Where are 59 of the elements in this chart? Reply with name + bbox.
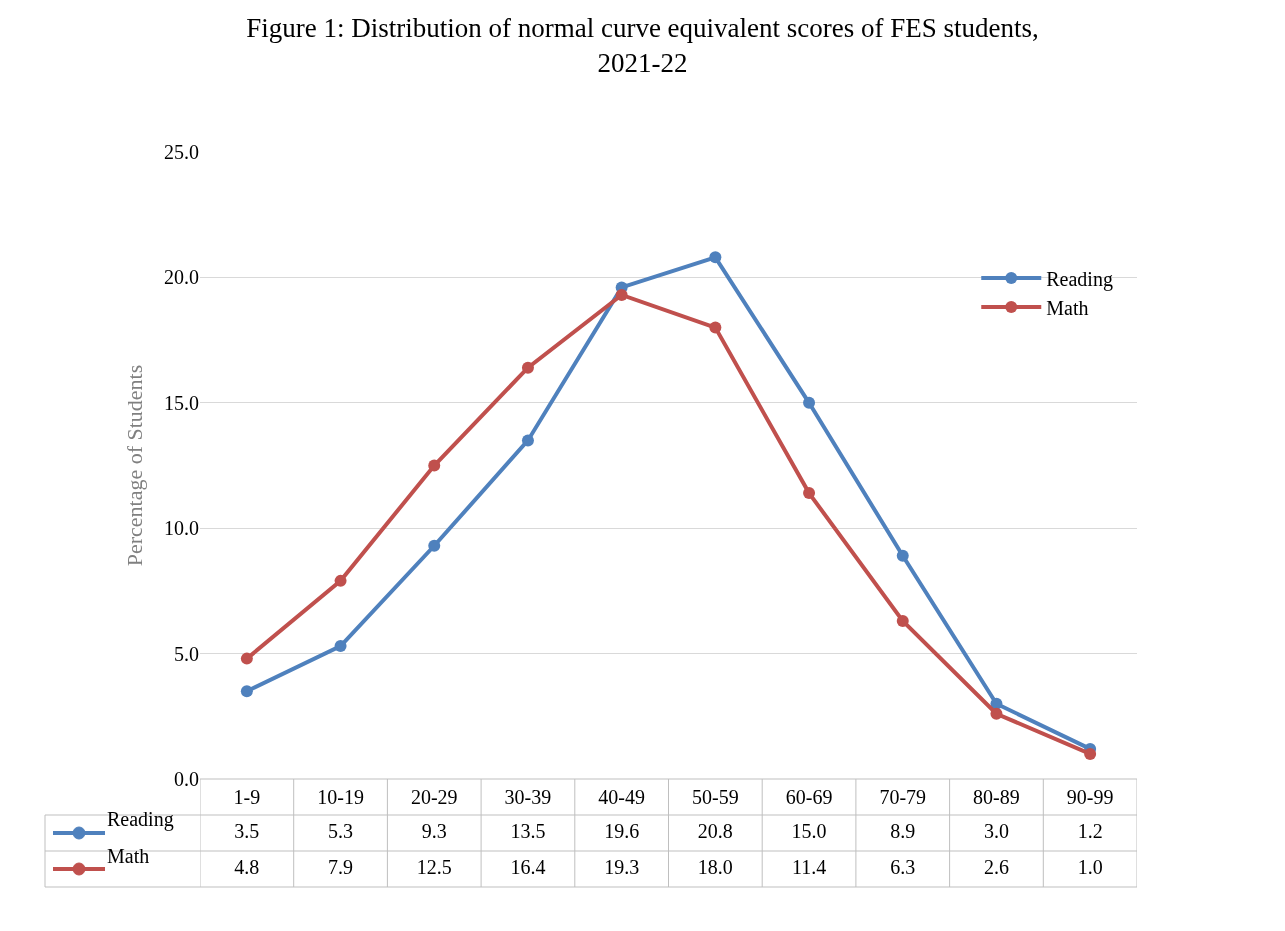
point <box>240 652 253 665</box>
point <box>334 574 347 587</box>
y-tick-label: 20.0 <box>164 266 199 289</box>
data-label: 1.2 <box>1077 820 1103 842</box>
point <box>334 640 347 653</box>
point <box>709 251 722 264</box>
x-tick-label: 80-89 <box>973 786 1020 808</box>
data-label: 8.9 <box>890 820 916 842</box>
legend-label: Math <box>1046 296 1089 319</box>
point <box>896 549 909 562</box>
point <box>428 459 441 472</box>
x-tick-label: 90-99 <box>1066 786 1114 808</box>
point <box>428 539 441 552</box>
data-label: 15.0 <box>791 820 827 842</box>
legend-label: Reading <box>1046 267 1113 291</box>
chart-title: Figure 1: Distribution of normal curve equivalent scores of FES students, 2021-22 <box>246 13 1039 79</box>
data-label: 20.8 <box>697 820 733 842</box>
x-tick-label: 30-39 <box>504 786 552 808</box>
x-tick-label: 70-79 <box>879 786 927 808</box>
text: Reading <box>107 808 174 830</box>
point <box>803 396 816 409</box>
data-label: 9.3 <box>421 820 447 842</box>
y-tick-label: 10.0 <box>164 517 199 540</box>
data-label: 12.5 <box>416 856 452 878</box>
y-tick-label: 15.0 <box>164 391 199 414</box>
data-label: 18.0 <box>697 856 733 878</box>
point <box>709 321 722 334</box>
data-label: 13.5 <box>510 820 546 842</box>
point <box>615 288 628 301</box>
point <box>990 707 1003 720</box>
y-tick-label: 0.0 <box>174 768 199 790</box>
data-label: 3.5 <box>234 820 260 842</box>
point <box>521 361 534 374</box>
point <box>896 615 909 627</box>
point <box>1084 747 1097 760</box>
x-tick-label: 1-9 <box>233 786 261 808</box>
text: Math <box>107 845 150 867</box>
data-label: 4.8 <box>234 856 260 878</box>
data-label: 2.6 <box>983 856 1009 878</box>
data-label: 7.9 <box>328 856 354 878</box>
y-tick-label: 5.0 <box>174 642 199 665</box>
point <box>521 434 534 447</box>
y-tick-label: 25.0 <box>164 141 199 163</box>
point <box>240 685 253 698</box>
data-label: 5.3 <box>328 820 354 842</box>
x-tick-label: 20-29 <box>410 786 458 808</box>
data-label: 11.4 <box>791 856 827 878</box>
data-label: 19.3 <box>604 856 640 878</box>
data-label: 1.0 <box>1077 856 1103 878</box>
y-axis-title: Percentage of Students <box>121 364 147 567</box>
x-tick-label: 10-19 <box>317 786 364 808</box>
data-label: 3.0 <box>983 820 1009 842</box>
data-label: 16.4 <box>510 856 546 878</box>
x-tick-label: 40-49 <box>598 786 645 808</box>
x-tick-label: 60-69 <box>785 786 833 808</box>
data-label: 19.6 <box>604 820 640 842</box>
data-label: 6.3 <box>890 856 916 878</box>
x-tick-label: 50-59 <box>692 786 739 808</box>
point <box>803 487 816 500</box>
